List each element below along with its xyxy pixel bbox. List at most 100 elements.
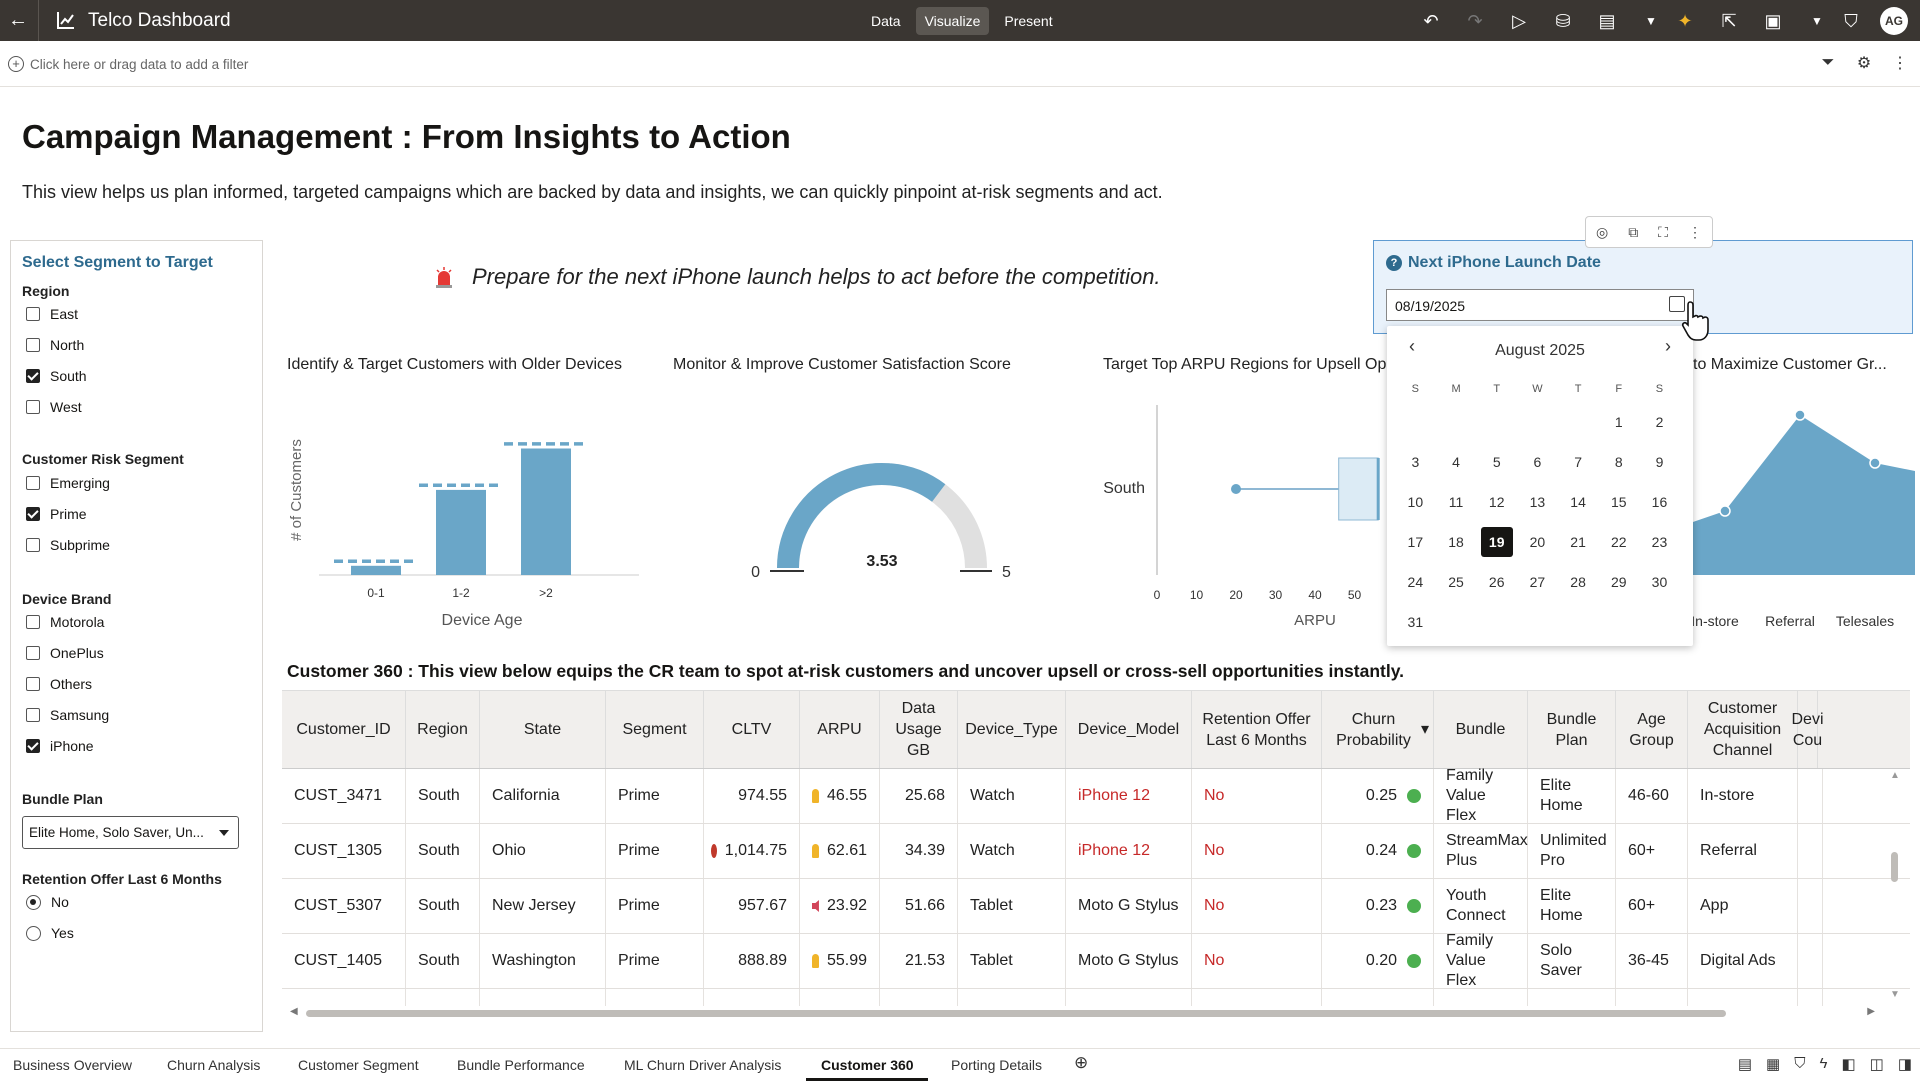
checkbox-box[interactable] — [26, 646, 40, 660]
region-north-checkbox[interactable]: North — [26, 337, 84, 353]
column-header[interactable]: Device_Type — [958, 691, 1066, 768]
add-canvas-icon[interactable]: ⊕ — [1074, 1053, 1089, 1072]
calendar-day[interactable]: 25 — [1448, 574, 1464, 590]
calendar-day[interactable]: 24 — [1407, 574, 1424, 590]
retention-no-radio[interactable]: No — [26, 894, 69, 910]
box[interactable] — [1338, 457, 1379, 521]
bar[interactable] — [521, 448, 571, 576]
calendar-day[interactable]: 11 — [1448, 494, 1464, 510]
scroll-thumb[interactable] — [1891, 852, 1898, 882]
filter-drop-zone[interactable]: Click here or drag data to add a filter — [30, 57, 249, 72]
calendar-day[interactable]: 1 — [1614, 414, 1623, 430]
calendar-day[interactable]: 23 — [1651, 534, 1668, 550]
bar[interactable] — [351, 565, 401, 575]
data-point[interactable] — [1719, 505, 1731, 517]
target-icon[interactable]: ◎ — [1595, 223, 1609, 240]
left-panel-icon[interactable]: ◧ — [1841, 1056, 1856, 1073]
right-panel-icon[interactable]: ◨ — [1897, 1056, 1912, 1073]
tab-customer-360[interactable]: Customer 360 — [821, 1057, 914, 1073]
table-row[interactable]: CUST_5307 South New Jersey Prime 957.67 23.92… — [282, 879, 1910, 934]
bookmark-icon[interactable]: ⛉ — [1844, 10, 1858, 31]
data-refresh-icon[interactable]: ⛁ — [1555, 10, 1571, 31]
lightning-icon[interactable]: ϟ — [1819, 1055, 1828, 1072]
calendar-day[interactable]: 7 — [1574, 454, 1582, 470]
mode-data-tab[interactable]: Data — [871, 13, 901, 29]
calendar-day[interactable]: 8 — [1614, 454, 1623, 470]
column-header[interactable]: CLTV — [704, 691, 800, 768]
column-header[interactable]: Customer Acquisition Channel — [1688, 691, 1798, 768]
tab-customer-segment[interactable]: Customer Segment — [298, 1057, 419, 1073]
column-header[interactable]: Devi Cou — [1792, 691, 1824, 768]
calendar-day[interactable]: 4 — [1452, 454, 1460, 470]
bundle-plan-select[interactable]: Elite Home, Solo Saver, Un... — [22, 816, 239, 849]
auto-insights-icon[interactable]: ✦ — [1677, 10, 1693, 31]
calendar-day[interactable]: 31 — [1407, 614, 1424, 630]
checkbox-box[interactable] — [26, 739, 40, 753]
brand-samsung-checkbox[interactable]: Samsung — [26, 707, 109, 723]
vertical-scrollbar[interactable]: ▲ ▼ — [1890, 770, 1900, 1000]
scroll-right-icon[interactable]: ▶ — [1867, 1006, 1875, 1017]
play-icon[interactable]: ▷ — [1512, 10, 1526, 31]
tab-porting-details[interactable]: Porting Details — [951, 1057, 1043, 1073]
back-arrow-icon[interactable]: ← — [8, 9, 28, 31]
mode-visualize-tab[interactable]: Visualize — [915, 7, 990, 35]
horizontal-scrollbar[interactable]: ◀ ▶ — [290, 1006, 1875, 1018]
canvas-settings-icon[interactable]: ⚙ — [1856, 55, 1872, 72]
scroll-left-icon[interactable]: ◀ — [290, 1006, 298, 1017]
calendar-day[interactable]: 2 — [1655, 414, 1664, 430]
table-row[interactable]: CUST_1305 South Ohio Prime 1,014.75 62.61 34.3… — [282, 824, 1910, 879]
brand-iphone-checkbox[interactable]: iPhone — [26, 738, 94, 754]
column-header[interactable]: Churn Probability ▾ — [1322, 691, 1434, 768]
calendar-day[interactable]: 29 — [1610, 574, 1627, 590]
column-header[interactable]: Retention Offer Last 6 Months — [1192, 691, 1322, 768]
calendar-day[interactable]: 14 — [1570, 494, 1586, 510]
column-header[interactable]: Bundle — [1434, 691, 1528, 768]
bar[interactable] — [436, 489, 486, 575]
tab-bundle-performance[interactable]: Bundle Performance — [457, 1057, 585, 1073]
risk-prime-checkbox[interactable]: Prime — [26, 506, 87, 522]
calendar-day[interactable]: 22 — [1610, 534, 1627, 550]
tab-business-overview[interactable]: Business Overview — [13, 1057, 133, 1073]
column-header[interactable]: Bundle Plan — [1528, 691, 1616, 768]
undo-icon[interactable]: ↶ — [1423, 10, 1439, 31]
filter-icon[interactable]: ⏷ — [1821, 54, 1835, 71]
brand-others-checkbox[interactable]: Others — [26, 676, 92, 692]
region-east-checkbox[interactable]: East — [26, 306, 78, 322]
add-filter-icon[interactable]: + — [8, 56, 24, 72]
column-header[interactable]: Data Usage GB — [880, 691, 958, 768]
prev-month-icon[interactable]: ‹ — [1409, 336, 1415, 356]
column-header[interactable]: Region — [406, 691, 480, 768]
checkbox-box[interactable] — [26, 507, 40, 521]
calendar-day[interactable]: 13 — [1529, 494, 1546, 510]
calendar-day[interactable]: 28 — [1570, 574, 1586, 590]
min-point[interactable] — [1231, 484, 1241, 494]
calendar-day[interactable]: 30 — [1651, 574, 1668, 590]
sort-desc-icon[interactable]: ▾ — [1420, 721, 1429, 738]
data-point[interactable] — [1794, 409, 1806, 421]
save-dropdown-icon[interactable]: ▼ — [1811, 13, 1823, 28]
scroll-thumb[interactable] — [306, 1010, 1726, 1017]
radio-dot[interactable] — [26, 925, 41, 941]
calendar-day[interactable]: 18 — [1448, 534, 1464, 550]
layout-icon[interactable]: ▤ — [1737, 1056, 1753, 1073]
calendar-day[interactable]: 20 — [1529, 534, 1546, 550]
risk-emerging-checkbox[interactable]: Emerging — [26, 475, 110, 491]
radio-dot[interactable] — [26, 894, 41, 910]
grid-icon[interactable]: ▦ — [1766, 1056, 1781, 1073]
calendar-day[interactable]: 9 — [1655, 454, 1664, 470]
mode-present-tab[interactable]: Present — [1004, 13, 1053, 29]
table-row[interactable]: CUST_3471 South California Prime 974.55 46.55… — [282, 767, 1910, 824]
calendar-icon[interactable] — [1669, 296, 1685, 312]
comment-icon[interactable]: ▤ — [1598, 10, 1616, 31]
data-point[interactable] — [1869, 457, 1881, 469]
scroll-up-icon[interactable]: ▲ — [1890, 770, 1900, 781]
calendar-day[interactable]: 5 — [1492, 454, 1501, 470]
checkbox-box[interactable] — [26, 708, 40, 722]
table-row[interactable]: CUST_1405 South Washington Prime 888.89 55.99… — [282, 932, 1910, 989]
checkbox-box[interactable] — [26, 615, 40, 629]
checkbox-box[interactable] — [26, 677, 40, 691]
calendar-day[interactable]: 12 — [1488, 494, 1505, 510]
avatar[interactable]: AG — [1880, 6, 1908, 35]
tab-ml-churn-driver[interactable]: ML Churn Driver Analysis — [624, 1057, 782, 1073]
table-row[interactable]: CUST_2080SouthCaliforniaPrime837.3538.56… — [282, 989, 1910, 1006]
